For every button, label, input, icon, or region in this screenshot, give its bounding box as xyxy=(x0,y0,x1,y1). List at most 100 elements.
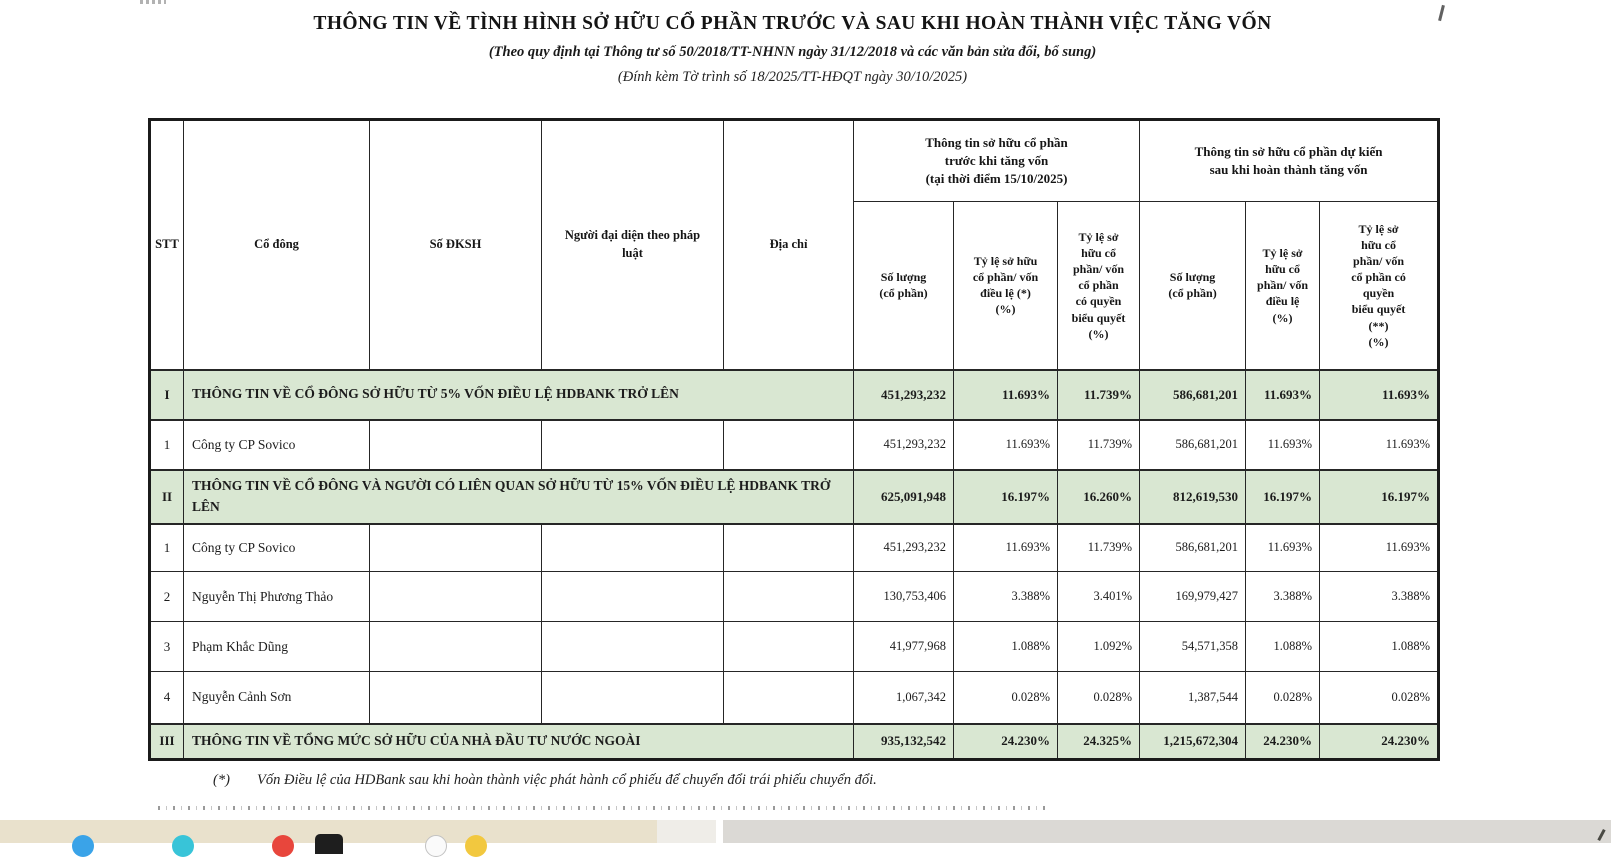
white-app-icon[interactable] xyxy=(425,835,447,857)
cell-pct-charter-before: 11.693% xyxy=(953,368,1058,421)
document-heading: THÔNG TIN VỀ TÌNH HÌNH SỞ HỮU CỔ PHẦN TR… xyxy=(0,0,1585,86)
table-row-shareholder: 4 Nguyễn Cảnh Sơn 1,067,342 0.028% 0.028… xyxy=(149,671,1440,724)
col-header-registration-no: Số ĐKSH xyxy=(369,119,542,370)
cell-qty-after: 54,571,358 xyxy=(1139,621,1247,672)
cell-qty-after: 586,681,201 xyxy=(1139,368,1247,421)
cell-legal-representative xyxy=(541,523,724,572)
taskbar-mid-segment xyxy=(657,820,716,843)
cell-pct-voting-before: 0.028% xyxy=(1056,671,1141,724)
cell-qty-before: 451,293,232 xyxy=(853,523,954,572)
cell-pct-charter-after: 16.197% xyxy=(1245,468,1321,525)
cell-pct-charter-after: 11.693% xyxy=(1245,368,1321,421)
col-header-shareholder: Cổ đông xyxy=(183,119,370,370)
cell-qty-before: 451,293,232 xyxy=(853,368,954,421)
col-header-pct-voting-before: Tỷ lệ sở hữu cổ phần/ vốn cổ phần có quy… xyxy=(1056,201,1141,370)
cell-qty-before: 130,753,406 xyxy=(853,571,954,622)
cell-section-title: THÔNG TIN VỀ CỔ ĐÔNG VÀ NGƯỜI CÓ LIÊN QU… xyxy=(183,468,854,525)
taskbar-left-segment xyxy=(0,820,657,843)
cell-legal-representative xyxy=(541,571,724,622)
cell-stt: III xyxy=(149,722,184,761)
cell-stt: 1 xyxy=(149,523,184,572)
taskbar xyxy=(0,820,1611,857)
col-header-pct-voting-after: Tỷ lệ sở hữu cổ phần/ vốn cổ phần có quy… xyxy=(1319,201,1440,370)
cell-stt: 1 xyxy=(149,419,184,470)
col-header-address: Địa chỉ xyxy=(723,119,854,370)
cell-pct-voting-before: 11.739% xyxy=(1056,368,1141,421)
taskbar-right-segment xyxy=(723,820,1611,843)
page-title: THÔNG TIN VỀ TÌNH HÌNH SỞ HỮU CỔ PHẦN TR… xyxy=(313,13,1272,34)
cell-qty-after: 1,215,672,304 xyxy=(1139,722,1247,761)
subtitle-attachment: (Đính kèm Tờ trình số 18/2025/TT-HĐQT ng… xyxy=(617,69,968,85)
cell-shareholder-name: Phạm Khắc Dũng xyxy=(183,621,370,672)
col-header-qty-before: Số lượng (cổ phần) xyxy=(853,201,954,370)
cell-pct-charter-before: 11.693% xyxy=(953,523,1058,572)
cell-registration-no xyxy=(369,523,542,572)
cell-registration-no xyxy=(369,571,542,622)
cell-qty-before: 625,091,948 xyxy=(853,468,954,525)
cell-stt: 2 xyxy=(149,571,184,622)
col-header-legal-representative: Người đại diện theo pháp luật xyxy=(541,119,724,370)
teal-app-icon[interactable] xyxy=(172,835,194,857)
cell-pct-charter-before: 3.388% xyxy=(953,571,1058,622)
cell-pct-charter-after: 11.693% xyxy=(1245,523,1321,572)
col-header-qty-after: Số lượng (cổ phần) xyxy=(1139,201,1247,370)
cell-pct-voting-before: 3.401% xyxy=(1056,571,1141,622)
table-row-shareholder: 1 Công ty CP Sovico 451,293,232 11.693% … xyxy=(149,419,1440,470)
yellow-app-icon[interactable] xyxy=(465,835,487,857)
cell-section-title: THÔNG TIN VỀ CỔ ĐÔNG SỞ HỮU TỪ 5% VỐN ĐI… xyxy=(183,368,854,421)
table-row-shareholder: 2 Nguyễn Thị Phương Thảo 130,753,406 3.3… xyxy=(149,571,1440,622)
cell-stt: 4 xyxy=(149,671,184,724)
cell-qty-before: 935,132,542 xyxy=(853,722,954,761)
group-header-before-increase: Thông tin sở hữu cổ phần trước khi tăng … xyxy=(852,119,1141,202)
cell-pct-voting-after: 1.088% xyxy=(1319,621,1440,672)
cell-pct-charter-before: 11.693% xyxy=(953,419,1058,470)
cell-section-title: THÔNG TIN VỀ TỔNG MỨC SỞ HỮU CỦA NHÀ ĐẦU… xyxy=(183,722,854,761)
cell-address xyxy=(723,671,854,724)
footnote-marker: (*) xyxy=(213,772,230,788)
footnote-text: Vốn Điều lệ của HDBank sau khi hoàn thàn… xyxy=(257,772,877,788)
col-header-stt: STT xyxy=(149,119,184,370)
subtitle-regulation: (Theo quy định tại Thông tư số 50/2018/T… xyxy=(488,44,1097,60)
group-header-after-increase: Thông tin sở hữu cổ phần dự kiến sau khi… xyxy=(1139,119,1440,202)
cell-shareholder-name: Công ty CP Sovico xyxy=(183,523,370,572)
scan-artifact-top xyxy=(140,0,166,4)
cell-qty-after: 586,681,201 xyxy=(1139,523,1247,572)
cell-pct-voting-before: 11.739% xyxy=(1056,523,1141,572)
cell-qty-after: 812,619,530 xyxy=(1139,468,1247,525)
ownership-table: STT Cổ đông Số ĐKSH Người đại diện theo … xyxy=(148,118,1441,761)
cell-stt: I xyxy=(149,368,184,421)
cell-pct-voting-before: 24.325% xyxy=(1056,722,1141,761)
cell-legal-representative xyxy=(541,621,724,672)
table-row-shareholder: 3 Phạm Khắc Dũng 41,977,968 1.088% 1.092… xyxy=(149,621,1440,672)
cell-pct-voting-before: 1.092% xyxy=(1056,621,1141,672)
cell-legal-representative xyxy=(541,671,724,724)
cell-qty-before: 451,293,232 xyxy=(853,419,954,470)
cell-qty-before: 41,977,968 xyxy=(853,621,954,672)
cell-stt: II xyxy=(149,468,184,525)
cell-shareholder-name: Công ty CP Sovico xyxy=(183,419,370,470)
cell-pct-charter-after: 3.388% xyxy=(1245,571,1321,622)
cell-shareholder-name: Nguyễn Thị Phương Thảo xyxy=(183,571,370,622)
cell-qty-after: 169,979,427 xyxy=(1139,571,1247,622)
cell-address xyxy=(723,621,854,672)
cell-shareholder-name: Nguyễn Cảnh Sơn xyxy=(183,671,370,724)
cell-pct-charter-before: 1.088% xyxy=(953,621,1058,672)
cell-address xyxy=(723,523,854,572)
table-row-shareholder: 1 Công ty CP Sovico 451,293,232 11.693% … xyxy=(149,523,1440,572)
cell-stt: 3 xyxy=(149,621,184,672)
cell-pct-voting-after: 16.197% xyxy=(1319,468,1440,525)
red-app-icon[interactable] xyxy=(272,835,294,857)
cell-pct-charter-before: 24.230% xyxy=(953,722,1058,761)
cell-pct-charter-before: 0.028% xyxy=(953,671,1058,724)
blue-app-icon[interactable] xyxy=(72,835,94,857)
cell-qty-after: 586,681,201 xyxy=(1139,419,1247,470)
cell-registration-no xyxy=(369,621,542,672)
footnote: (*) Vốn Điều lệ của HDBank sau khi hoàn t… xyxy=(213,772,877,789)
clipped-text-remnant xyxy=(158,806,1048,810)
dark-app-icon[interactable] xyxy=(315,834,343,854)
taskbar-divider xyxy=(716,820,723,843)
cell-pct-voting-before: 16.260% xyxy=(1056,468,1141,525)
cell-pct-charter-after: 24.230% xyxy=(1245,722,1321,761)
cell-legal-representative xyxy=(541,419,724,470)
cell-pct-charter-after: 0.028% xyxy=(1245,671,1321,724)
